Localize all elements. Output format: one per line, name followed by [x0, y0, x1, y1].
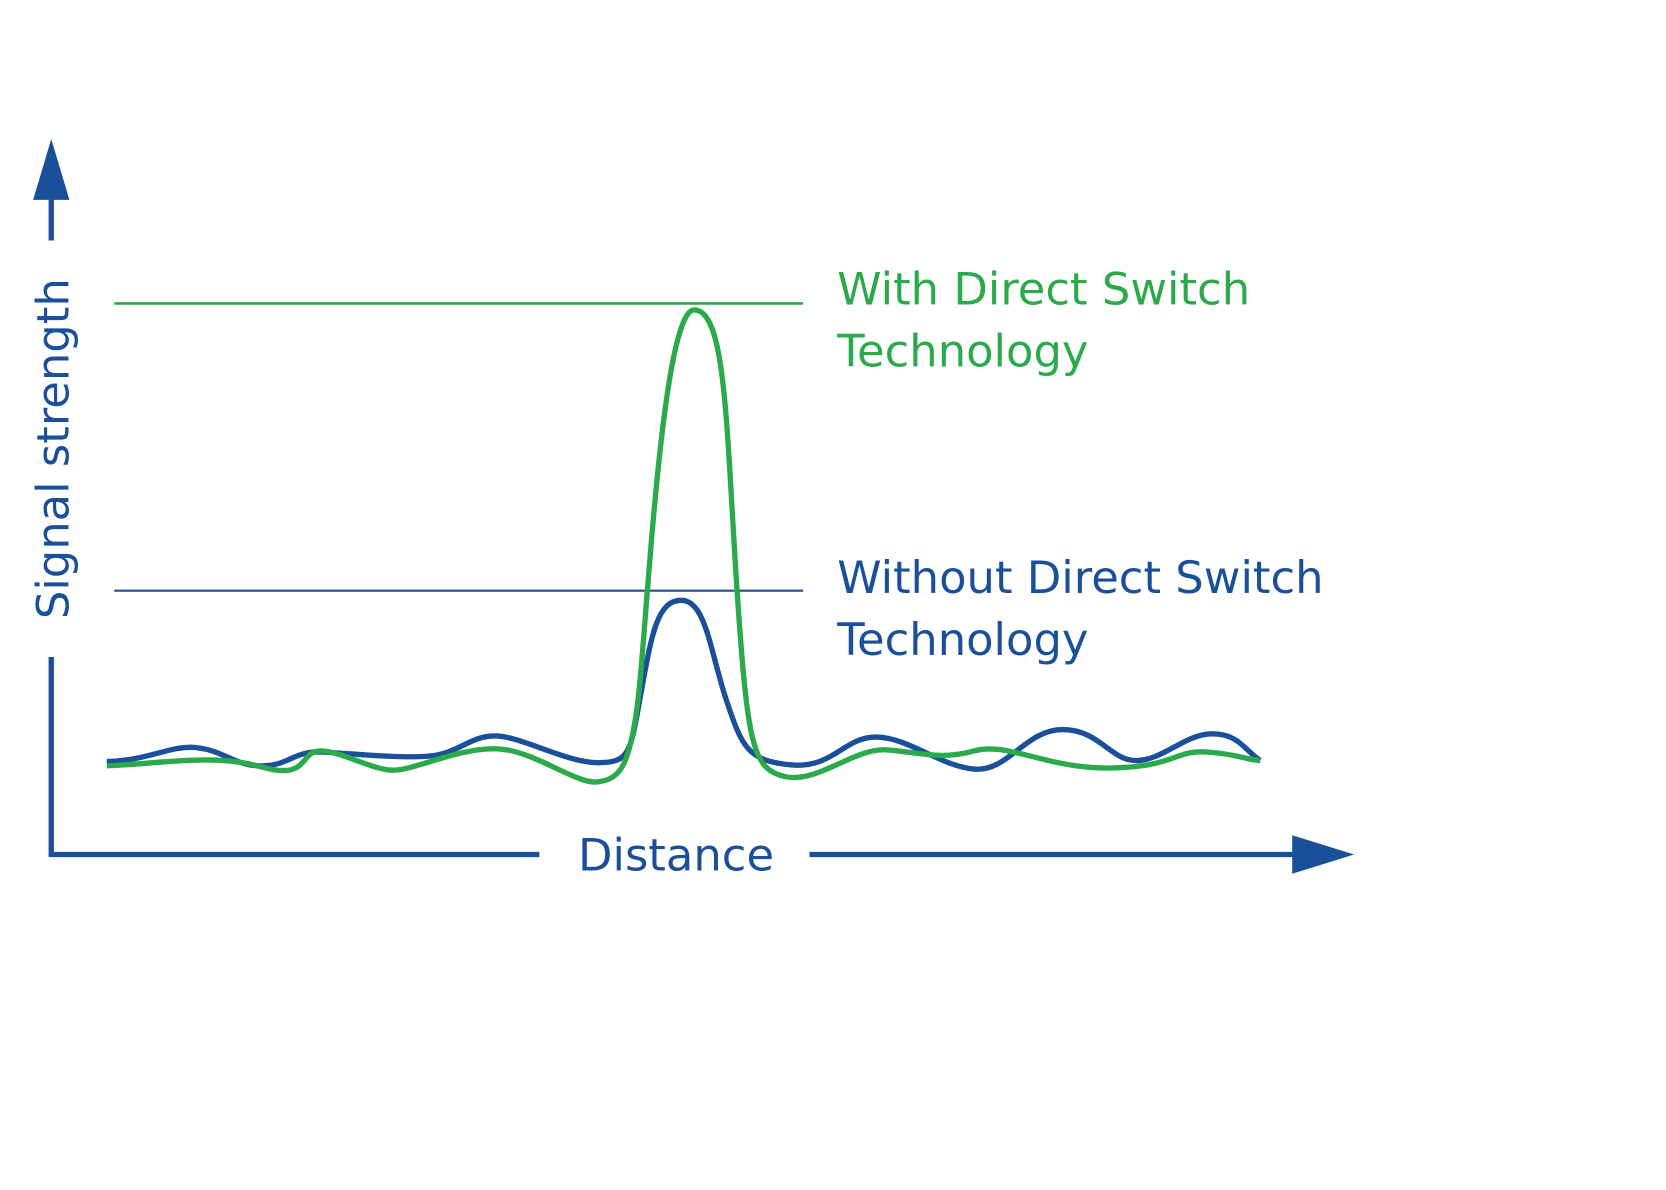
y-arrow: [33, 138, 70, 200]
x-arrow: [1292, 835, 1355, 874]
label: Without Direct Switch: [837, 551, 1323, 604]
label: Technology: [836, 324, 1088, 377]
y-axis-label: Signal strength: [26, 278, 79, 619]
x-axis-label: Distance: [578, 829, 774, 882]
label: Technology: [836, 613, 1088, 666]
label: With Direct Switch: [837, 263, 1250, 316]
curve: [106, 307, 1261, 785]
